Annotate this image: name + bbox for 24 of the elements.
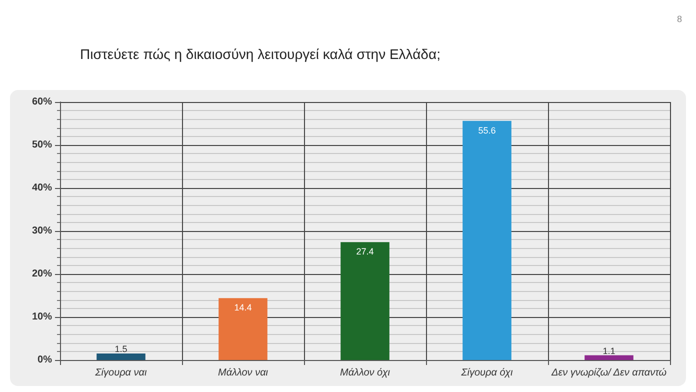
x-tick-label: Μάλλον όχι — [340, 368, 391, 378]
data-label: 1.1 — [602, 346, 616, 356]
chart-title: Πιστεύετε πώς η δικαιοσύνη λειτουργεί καλά στην Ελλάδα; — [80, 46, 440, 62]
y-tick-label: 50% — [32, 140, 52, 150]
x-tick-label: Σίγουρα όχι — [460, 368, 514, 378]
bar — [584, 355, 634, 360]
bar — [218, 298, 268, 360]
text: 8 — [676, 14, 682, 24]
bar — [462, 120, 512, 360]
data-label: 27.4 — [356, 246, 374, 257]
y-tick-label: 0% — [38, 354, 52, 366]
bar — [96, 354, 146, 360]
x-tick-label: Μάλλον ναι — [218, 368, 269, 378]
y-tick-label: 60% — [32, 96, 52, 108]
y-tick-label: 20% — [32, 268, 52, 280]
bar — [340, 242, 390, 360]
x-tick-label: Δεν γνωρίζω/ Δεν απαντώ — [550, 368, 667, 378]
y-tick-label: 30% — [32, 226, 52, 236]
y-tick-label: 40% — [32, 182, 52, 194]
data-label: 55.6 — [478, 125, 496, 136]
data-label: 1.5 — [114, 344, 128, 354]
data-label: 14.4 — [234, 302, 252, 313]
y-tick-label: 10% — [32, 312, 52, 322]
x-tick-label: Σίγουρα ναι — [94, 368, 148, 378]
